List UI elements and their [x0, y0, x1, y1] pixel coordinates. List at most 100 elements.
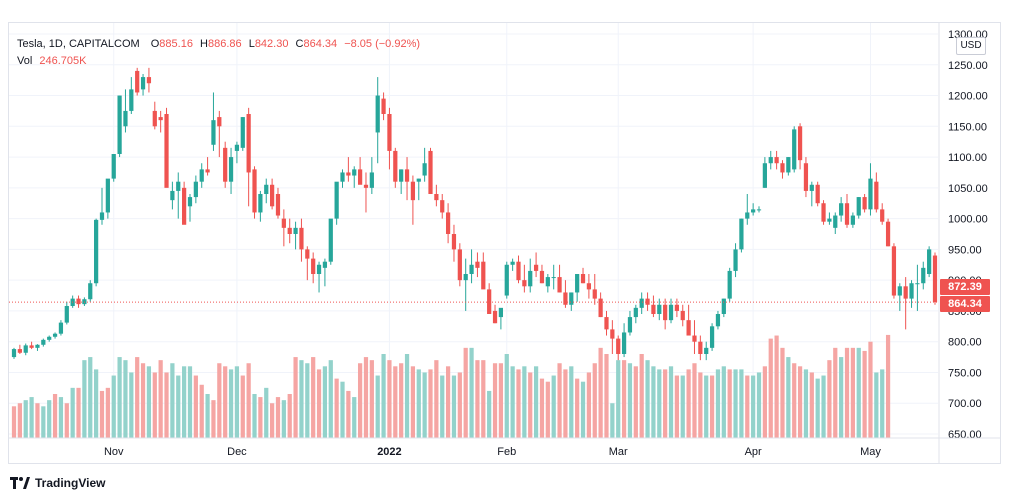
candle-body — [440, 200, 445, 213]
candle-body — [721, 298, 726, 314]
volume-bar — [880, 369, 885, 438]
volume-bar — [645, 360, 650, 438]
x-tick-label: Feb — [497, 446, 516, 458]
candle-body — [146, 77, 152, 84]
candle-body — [733, 249, 738, 271]
candle-body — [932, 255, 938, 303]
candle-body — [176, 181, 181, 191]
candle-body — [135, 70, 140, 93]
candle-body — [234, 144, 240, 151]
volume-bar — [621, 360, 627, 438]
volume-bar — [633, 366, 638, 438]
volume-bar — [827, 360, 832, 438]
volume-bar — [862, 350, 867, 438]
volume-bar — [481, 360, 486, 438]
candle-body — [422, 163, 427, 176]
high-label: H — [200, 38, 208, 50]
candle-layer — [11, 67, 938, 361]
volume-bar — [504, 354, 509, 438]
candle-body — [897, 286, 902, 296]
candle-body — [592, 289, 597, 299]
volume-bar — [94, 369, 99, 438]
candle-body — [240, 117, 245, 148]
volume-bar — [598, 347, 603, 438]
volume-bar — [674, 375, 679, 438]
candle-body — [774, 157, 779, 164]
volume-bar — [187, 366, 193, 438]
candle-body — [704, 347, 709, 354]
candle-body — [29, 345, 34, 348]
symbol-label[interactable]: Tesla, 1D, CAPITALCOM — [17, 38, 140, 50]
volume-bar — [715, 369, 721, 438]
volume-bar — [663, 369, 668, 438]
volume-bar — [35, 403, 40, 438]
volume-bar — [551, 375, 556, 438]
volume-bar — [457, 372, 462, 438]
volume-bar — [428, 369, 433, 438]
volume-bar — [739, 369, 744, 438]
low-value: 842.30 — [254, 38, 289, 50]
volume-bar — [88, 357, 93, 438]
candle-body — [275, 194, 281, 216]
candle-body — [803, 163, 809, 191]
volume-bar — [721, 366, 726, 438]
volume-bar — [592, 363, 597, 438]
volume-layer — [11, 334, 891, 438]
candle-body — [369, 172, 374, 188]
candle-body — [580, 274, 586, 284]
volume-bar — [346, 390, 351, 438]
candle-body — [663, 304, 668, 321]
y-tick-label: 1250.00 — [948, 60, 988, 72]
candle-body — [475, 261, 480, 268]
candle-body — [792, 129, 797, 170]
volume-label[interactable]: Vol — [17, 55, 33, 67]
candle-body — [868, 178, 873, 210]
candle-body — [340, 172, 345, 182]
candle-body — [11, 349, 17, 358]
volume-bar — [510, 366, 515, 438]
volume-bar — [610, 403, 615, 438]
candle-body — [522, 280, 527, 287]
volume-bar — [99, 390, 105, 438]
x-tick-label: Nov — [104, 446, 124, 458]
x-tick-label: Mar — [609, 446, 628, 458]
tradingview-logo[interactable]: TradingView — [10, 474, 105, 492]
candle-body — [434, 194, 439, 201]
volume-bar — [352, 397, 357, 438]
candle-body — [498, 307, 504, 318]
volume-bar — [316, 369, 322, 438]
volume-bar — [293, 357, 298, 438]
volume-value: 246.705K — [39, 55, 87, 67]
candle-body — [880, 209, 885, 222]
candle-body — [64, 306, 69, 323]
candle-body — [639, 298, 644, 308]
price-tag-upper: 872.39 — [940, 279, 990, 295]
y-tick-label: 650.00 — [948, 429, 982, 441]
volume-bar — [299, 360, 304, 438]
volume-bar — [416, 369, 421, 438]
high-value: 886.86 — [207, 38, 242, 50]
candle-body — [610, 329, 615, 339]
y-tick-label: 1200.00 — [948, 91, 988, 103]
candle-body — [727, 270, 732, 299]
volume-bar — [563, 369, 568, 438]
volume-bar — [123, 360, 128, 438]
candle-body — [316, 264, 322, 274]
candle-body — [363, 184, 369, 188]
low-label: L — [248, 38, 255, 50]
candle-body — [305, 249, 310, 259]
volume-bar — [146, 366, 152, 438]
candle-body — [815, 184, 820, 204]
volume-bar — [357, 363, 363, 438]
volume-bar — [709, 375, 715, 438]
volume-bar — [756, 372, 762, 438]
volume-bar — [821, 375, 826, 438]
candle-body — [334, 181, 339, 219]
candle-body — [862, 197, 867, 210]
candle-body — [492, 310, 498, 324]
candle-body — [680, 310, 685, 321]
volume-bar — [281, 400, 286, 438]
candle-body — [891, 246, 897, 296]
currency-unit-button[interactable]: USD — [956, 37, 986, 55]
